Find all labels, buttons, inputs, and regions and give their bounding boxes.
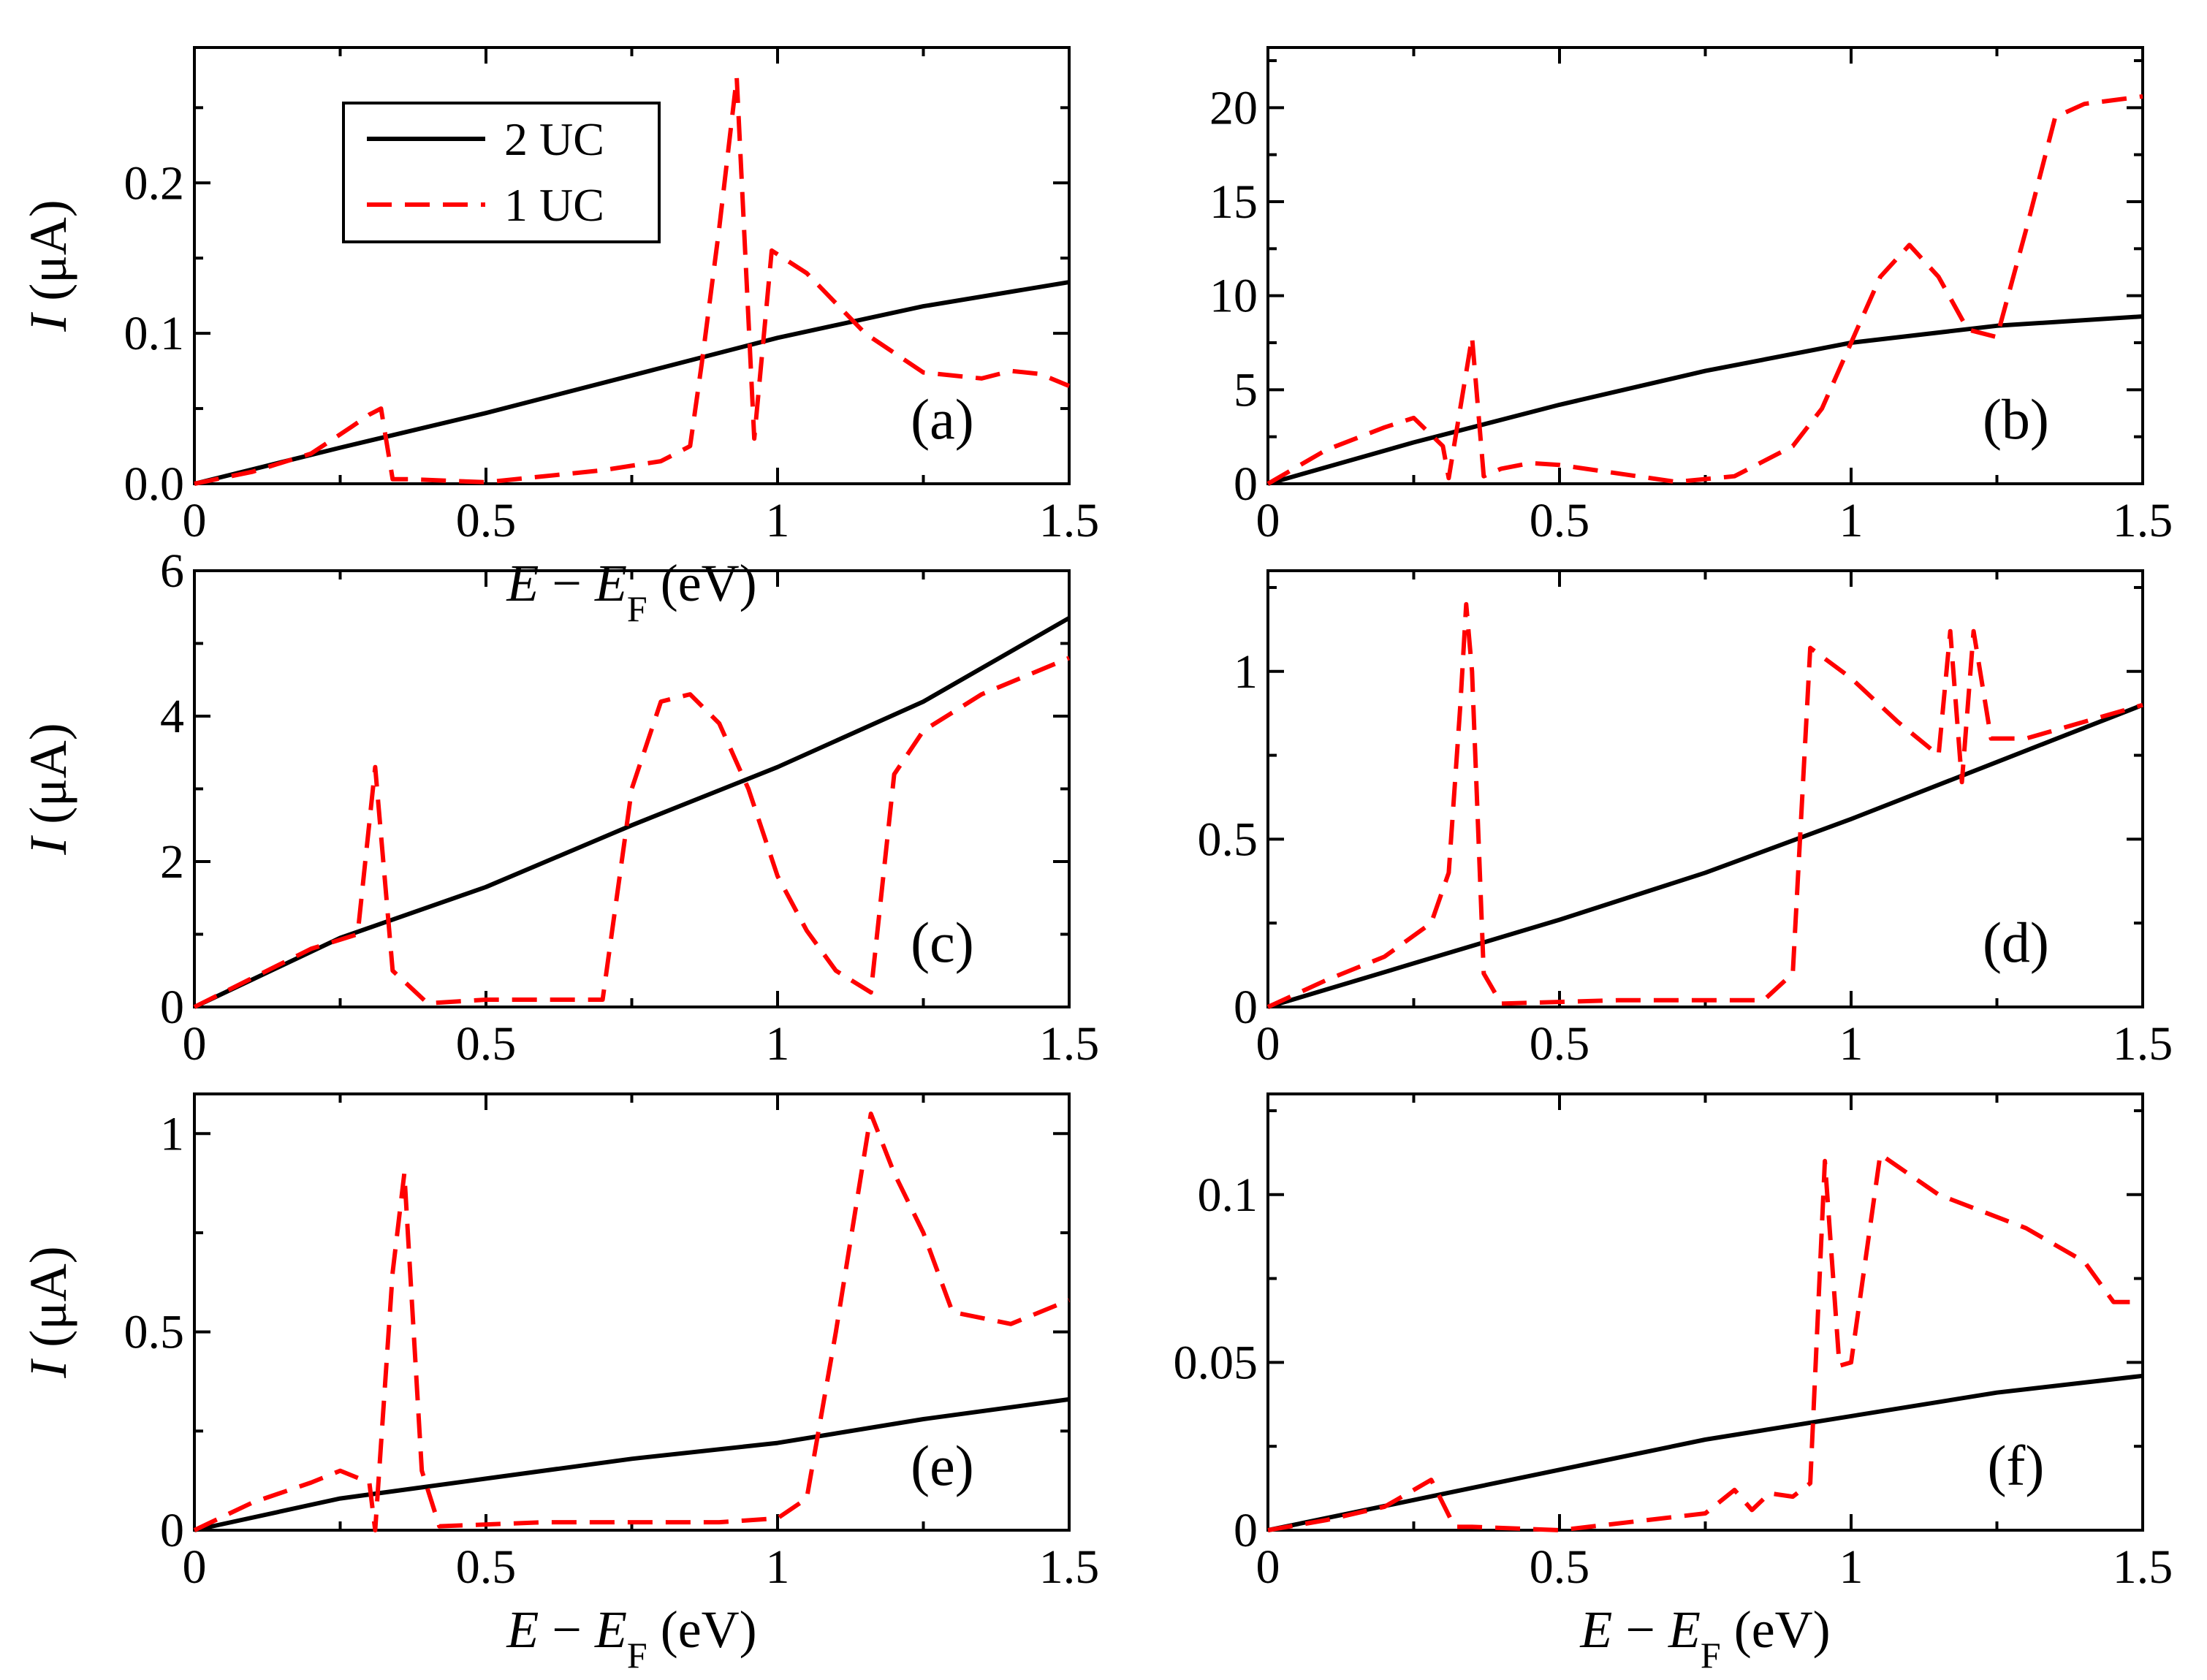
x-tick-label: 0 [183,1540,207,1594]
series-line-2-uc [194,1396,1070,1532]
x-tick-label: 0 [1256,1017,1280,1071]
x-tick-label: 0.5 [456,1540,517,1594]
y-tick-label: 0 [160,981,184,1034]
x-tick-label: 0 [1256,1540,1280,1594]
y-tick-label: 20 [1209,81,1258,134]
series-line-1-uc [1266,601,2143,1009]
series-line-2-uc [1267,1373,2143,1532]
panel-e: 0 0.5 1 1.5 0 0.5 1 (e) I (μA) E − EF (eV) [19,1092,1100,1676]
series-line-1-uc [193,655,1071,1009]
y-axis-title-text: I (μA) [19,723,77,856]
x-tick-label: 0.5 [1530,1540,1590,1594]
y-tick-label: 10 [1209,270,1258,323]
y-tick-label: 5 [1234,363,1258,417]
x-tick-label: 1.5 [2113,1540,2173,1594]
x-tick-label: 1.5 [2113,494,2173,547]
y-tick-label: 1 [1234,645,1258,699]
x-tick-label: 1.5 [1039,1540,1100,1594]
y-tick-label: 6 [160,544,184,598]
x-axis-title: E − EF (eV) [506,554,756,629]
x-tick-label: 1 [1839,1017,1864,1071]
x-tick-label: 1 [1839,1540,1864,1594]
x-tick-label: 0 [1256,494,1280,547]
x-tick-label: 1 [1839,494,1864,547]
legend-label: 1 UC [504,179,604,231]
y-tick-label: 0.1 [1198,1168,1258,1222]
x-tick-label: 1 [766,1540,790,1594]
x-axis-title: E − EF (eV) [506,1600,756,1676]
panel-f: 0 0.5 1 1.5 0 0.05 0.1 (f) E − EF (eV) [1174,1092,2173,1676]
series-line-2-uc [1267,314,2143,486]
y-tick-label: 0 [1234,457,1258,511]
y-tick-label: 0 [1234,1504,1258,1557]
series-line-1-uc [193,1111,1071,1532]
x-tick-label: 1 [766,494,790,547]
x-tick-label: 0 [183,494,207,547]
y-tick-label: 0.0 [124,457,185,511]
panel-label: (e) [911,1434,974,1497]
x-axis-title: E − EF (eV) [1579,1600,1830,1676]
y-tick-label: 15 [1209,175,1258,229]
panel-d: 0 0.5 1 1.5 0 0.5 1 (d) [1198,569,2173,1071]
y-tick-label: 4 [160,690,184,743]
x-tick-label: 0.5 [456,494,517,547]
panel-label: (c) [911,911,974,974]
panel-c: 0 0.5 1 1.5 0 2 4 6 (c) I (μA) [19,544,1099,1071]
y-tick-label: 1 [160,1107,184,1160]
y-axis-title: I (μA) [19,723,77,856]
y-axis-title: I (μA) [19,199,77,332]
legend-label: 2 UC [504,113,604,165]
y-tick-label: 0 [1234,981,1258,1034]
x-tick-label: 0.5 [1530,494,1590,547]
legend-box [342,102,661,243]
series-line-2-uc [1267,702,2144,1009]
x-tick-label: 1 [766,1017,790,1071]
y-tick-label: 0 [160,1504,184,1557]
panel-label: (f) [1987,1434,2044,1497]
series-line-1-uc [1266,94,2143,486]
x-tick-label: 1.5 [2113,1017,2173,1071]
y-tick-label: 0.5 [1198,813,1258,866]
x-tick-label: 0 [183,1017,207,1071]
panel-label: (a) [911,387,974,451]
y-tick-label: 0.2 [124,156,185,210]
legend: 2 UC 1 UC [342,102,661,243]
y-tick-label: 0.05 [1174,1336,1258,1389]
y-tick-label: 2 [160,835,184,889]
panel-label: (d) [1983,911,2049,974]
y-tick-label: 0.1 [124,307,185,360]
x-tick-label: 0.5 [1530,1017,1590,1071]
x-tick-label: 1.5 [1039,494,1100,547]
x-tick-label: 0.5 [456,1017,517,1071]
x-tick-label: 1.5 [1039,1017,1100,1071]
series-line-1-uc [1267,1152,2143,1532]
y-axis-title-text: I (μA) [19,199,77,332]
y-axis-title: I (μA) [19,1246,77,1379]
panel-label: (b) [1983,387,2049,451]
y-tick-label: 0.5 [124,1306,185,1359]
series-line-2-uc [194,280,1070,486]
panel-b: 0 0.5 1 1.5 0 5 10 15 20 (b) [1209,46,2173,547]
y-axis-title-text: I (μA) [19,1246,77,1379]
series-line-1-uc [194,75,1071,486]
panel-a: 0 0.5 1 1.5 0.0 0.1 0.2 (a) I (μA) E − EF (eV) 2 U… [19,46,1100,629]
